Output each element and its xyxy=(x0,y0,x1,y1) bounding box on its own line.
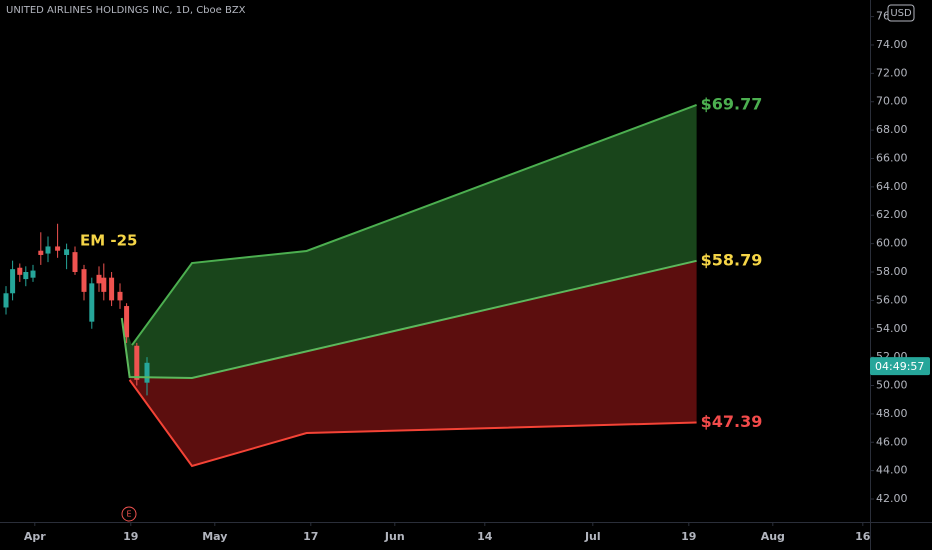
candle-body xyxy=(124,306,130,338)
annotation: EM -25 xyxy=(80,232,138,250)
countdown: 04:49:57 xyxy=(875,360,924,373)
candle-body xyxy=(81,269,87,292)
currency-box xyxy=(887,4,915,22)
y-tick-label: 64.00 xyxy=(876,180,908,193)
y-tick-label: 46.00 xyxy=(876,435,908,448)
candle-body xyxy=(101,277,107,292)
candle-body xyxy=(30,270,36,278)
y-tick-label: 70.00 xyxy=(876,95,908,108)
band-line xyxy=(120,259,697,379)
lower-band xyxy=(121,260,697,466)
event-marker xyxy=(121,506,137,522)
candle-body xyxy=(109,277,115,301)
x-tick-label: 14 xyxy=(477,530,493,543)
candle-body xyxy=(38,250,44,255)
y-tick-label: 42.00 xyxy=(876,492,908,505)
candle-body xyxy=(117,291,123,301)
candle-body xyxy=(17,267,23,275)
candle-body xyxy=(144,362,150,383)
y-tick-label: 54.00 xyxy=(876,322,908,335)
candle-body xyxy=(3,293,9,308)
end-label: $47.39 xyxy=(701,412,763,431)
price-tag xyxy=(870,357,930,376)
event-label: E xyxy=(126,510,131,519)
candle-body xyxy=(134,345,140,380)
candle-body xyxy=(55,246,61,251)
y-tick-label: 56.00 xyxy=(876,293,908,306)
candle-body xyxy=(64,249,70,255)
x-tick-label: Aug xyxy=(761,530,785,543)
candle-body xyxy=(10,269,16,294)
chart-title: UNITED AIRLINES HOLDINGS INC, 1D, Cboe B… xyxy=(6,5,246,16)
candle-body xyxy=(23,271,29,280)
y-tick-label: 72.00 xyxy=(876,66,908,79)
x-tick-label: Jul xyxy=(584,530,601,543)
candle-body xyxy=(45,246,51,254)
x-tick-label: 16 xyxy=(855,530,871,543)
end-label: $69.77 xyxy=(701,94,763,113)
end-label: $58.79 xyxy=(701,250,763,269)
band-line xyxy=(131,104,697,346)
x-tick-label: 17 xyxy=(303,530,318,543)
candle-body xyxy=(89,283,95,322)
upper-band xyxy=(121,104,697,378)
x-tick-label: May xyxy=(202,530,227,543)
x-tick-label: 19 xyxy=(681,530,696,543)
candle-body xyxy=(72,252,78,272)
y-tick-label: 50.00 xyxy=(876,379,908,392)
y-tick-label: 68.00 xyxy=(876,123,908,136)
x-tick-label: Apr xyxy=(24,530,46,543)
x-tick-label: Jun xyxy=(384,530,405,543)
y-tick-label: 48.00 xyxy=(876,407,908,420)
y-tick-label: 62.00 xyxy=(876,208,908,221)
y-tick-label: 74.00 xyxy=(876,38,908,51)
candle-body xyxy=(96,274,102,284)
currency: USD xyxy=(890,8,912,19)
y-tick-label: 60.00 xyxy=(876,237,908,250)
y-tick-label: 58.00 xyxy=(876,265,908,278)
band-line xyxy=(128,379,697,468)
x-tick-label: 19 xyxy=(123,530,138,543)
y-tick-label: 44.00 xyxy=(876,464,908,477)
y-tick-label: 66.00 xyxy=(876,151,908,164)
